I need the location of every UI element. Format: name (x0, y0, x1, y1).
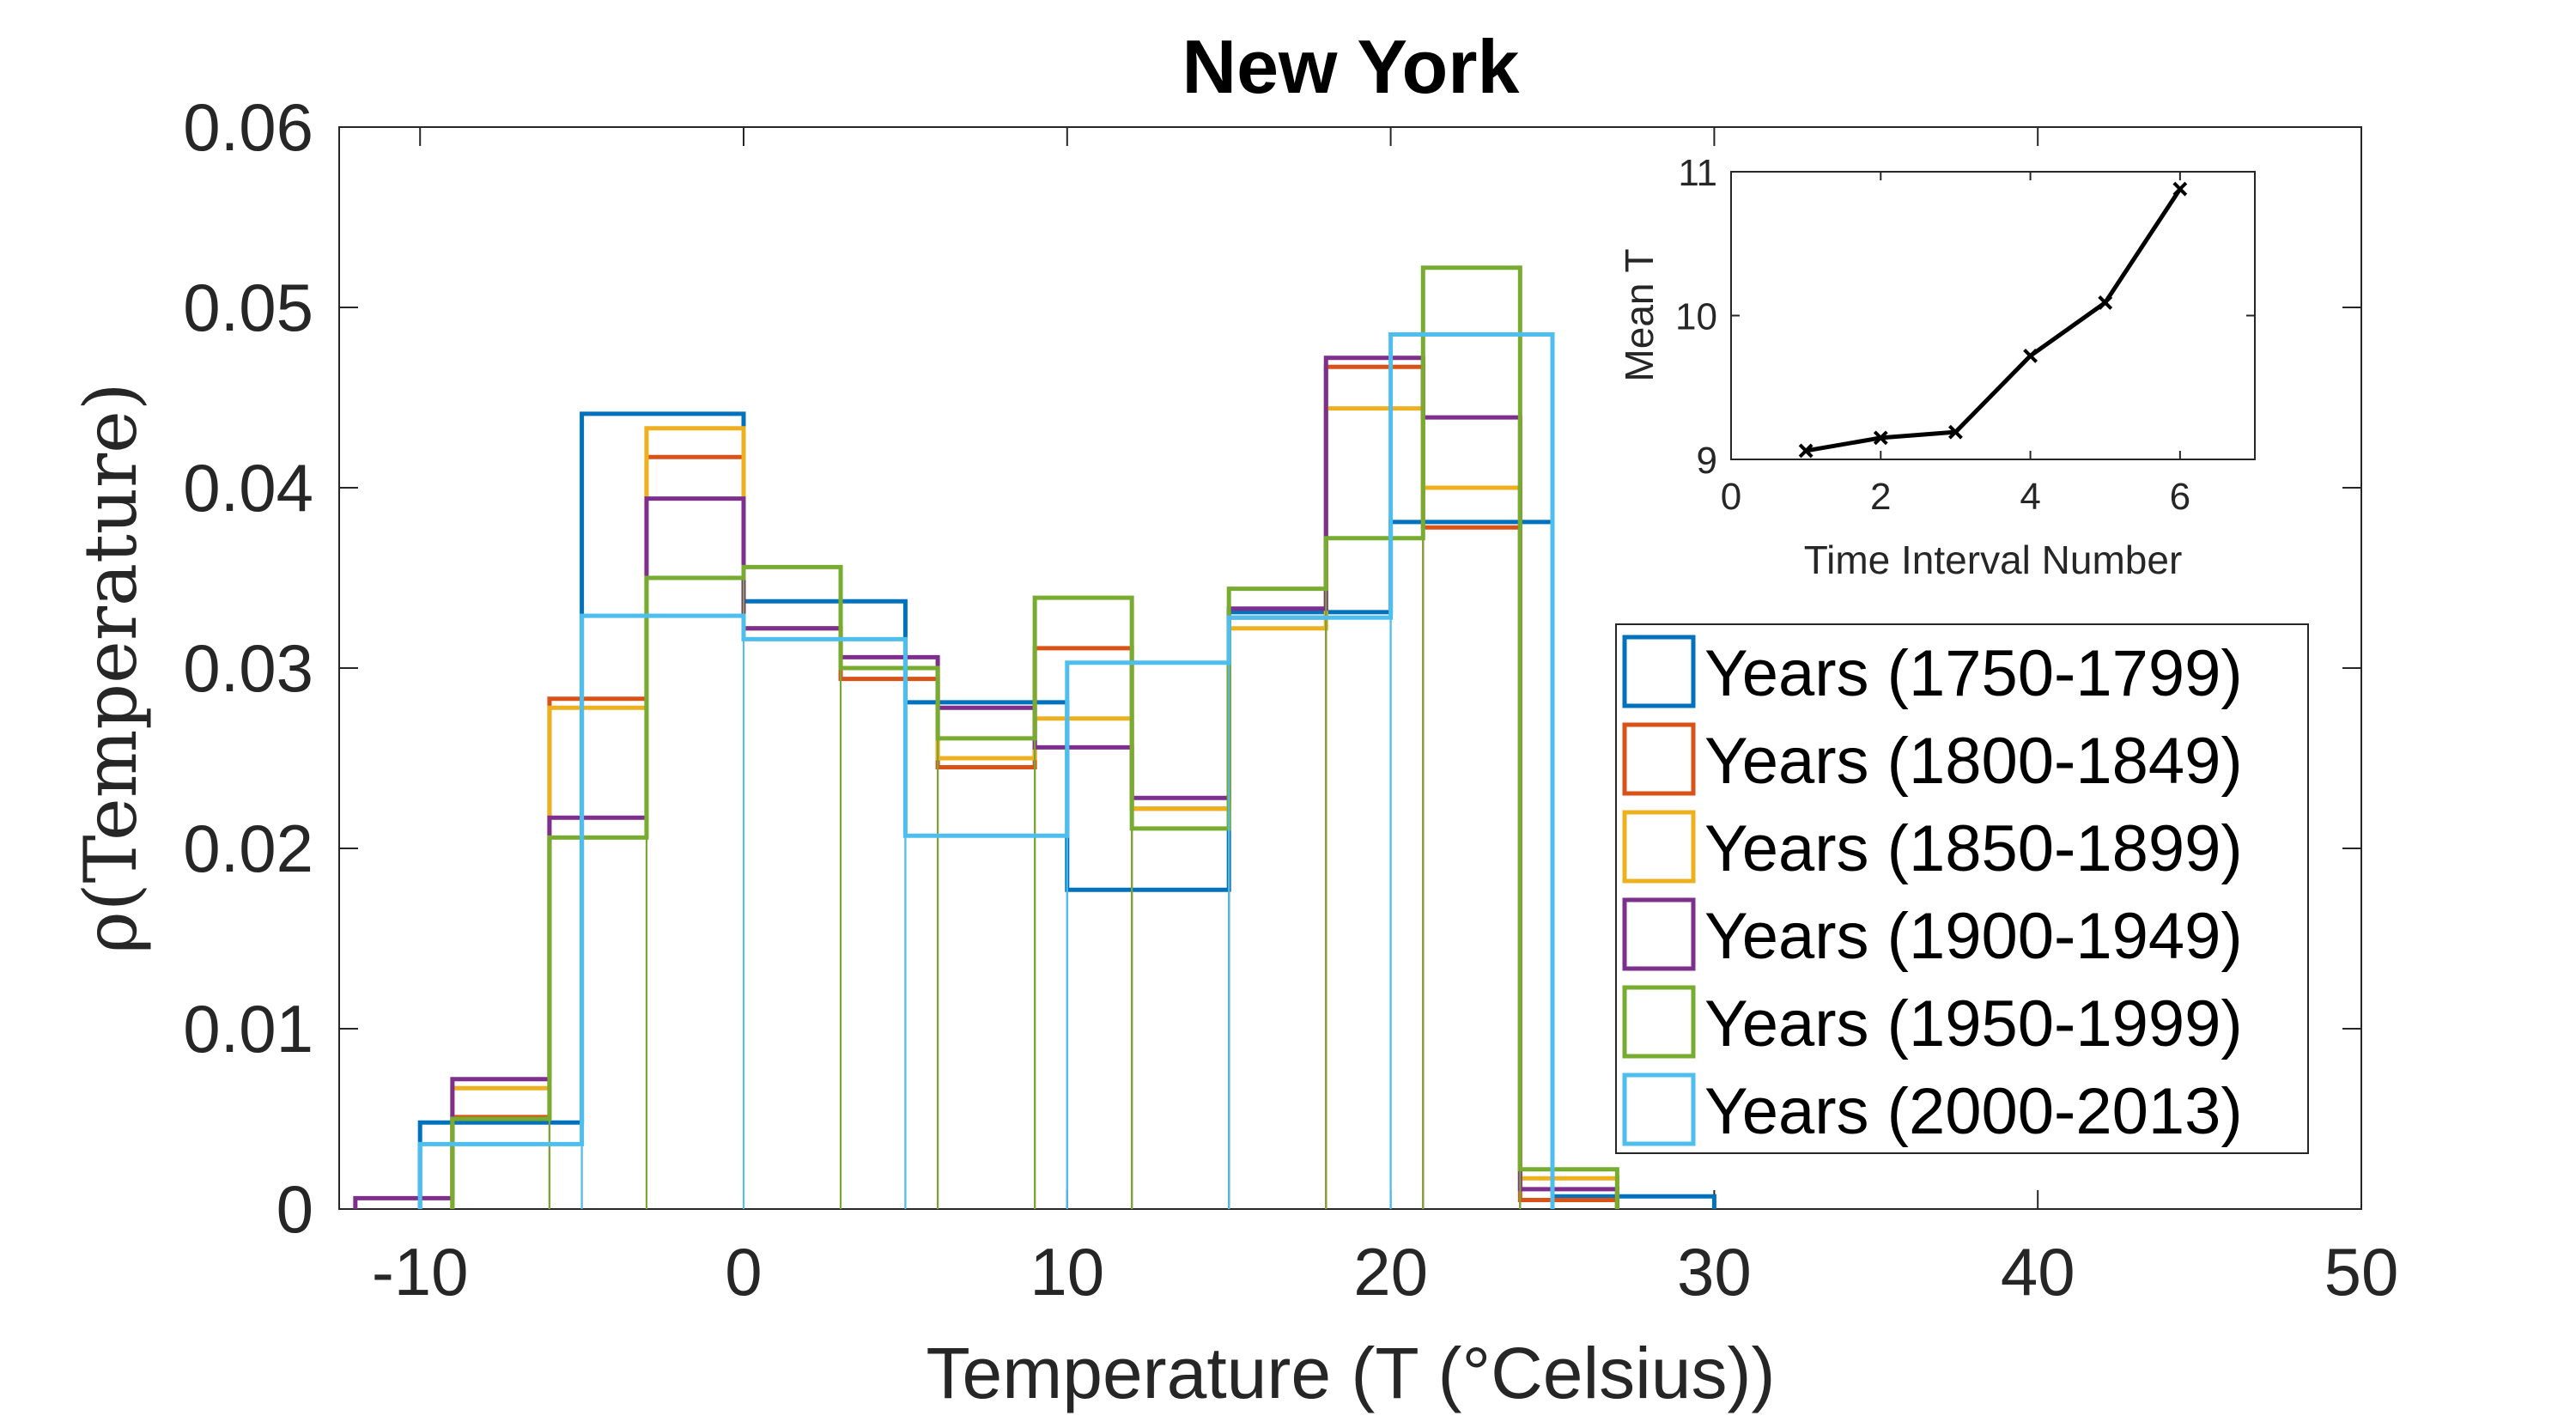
legend-swatch (1622, 1073, 1696, 1146)
legend-entries: Years (1750-1799) Years (1800-1849) Years … (1622, 635, 2243, 1148)
y-tick-label: 0.06 (183, 89, 313, 165)
inset-marker-stroke (1873, 430, 1888, 446)
legend-swatch (1622, 985, 1696, 1059)
inset-data-point (1798, 443, 1814, 459)
inset-marker-stroke (1798, 443, 1814, 459)
x-tick-label: 40 (2001, 1234, 2075, 1310)
legend-entry: Years (1800-1849) (1622, 722, 2243, 798)
inset-data-point (1873, 430, 1888, 446)
inset-y-ticks: 9 10 11 (1675, 152, 2255, 482)
legend: Years (1750-1799) Years (1800-1849) Years … (1615, 623, 2309, 1154)
legend-entry: Years (1850-1899) (1622, 810, 2243, 885)
inset-x-tick-label: 2 (1870, 476, 1891, 518)
inset-x-tick-label: 4 (2020, 476, 2040, 518)
inset-y-tick-label: 9 (1697, 440, 1717, 482)
inset-data-point (2172, 181, 2188, 197)
y-axis-label: ρ(Temperature) (69, 382, 153, 953)
histogram-outline (450, 265, 1619, 1209)
histogram-series (450, 265, 1619, 1209)
inset-x-ticks: 0 2 4 6 (1721, 172, 2190, 518)
main-series (353, 265, 1716, 1209)
inset-mean-line (1805, 187, 2182, 453)
inset-marker-stroke (2023, 348, 2038, 363)
legend-label: Years (1750-1799) (1704, 637, 2243, 710)
inset-marker-stroke (2172, 181, 2188, 197)
y-tick-label: 0.05 (183, 270, 313, 345)
inset-data-point (2098, 295, 2113, 310)
x-tick-label: 30 (1677, 1234, 1752, 1310)
x-tick-label: -10 (372, 1234, 469, 1310)
y-tick-label: 0 (276, 1171, 313, 1247)
x-tick-label: 20 (1353, 1234, 1428, 1310)
legend-label: Years (1800-1849) (1704, 725, 2243, 798)
legend-entry: Years (1950-1999) (1622, 985, 2243, 1060)
main-y-ticks: 0 0.01 0.02 0.03 0.04 0.05 0.06 (183, 89, 2361, 1247)
x-tick-label: 10 (1030, 1234, 1104, 1310)
x-tick-label: 0 (725, 1234, 762, 1310)
chart-title: New York (1182, 24, 1521, 109)
x-axis-label: Temperature (T (°Celsius)) (927, 1333, 1776, 1413)
inset-marker-stroke (2098, 295, 2113, 310)
y-tick-label: 0.01 (183, 991, 313, 1066)
inset-data-point (2023, 348, 2038, 363)
inset-data-point (1948, 424, 1963, 440)
legend-swatch (1622, 635, 1696, 708)
histogram-series (417, 332, 1555, 1209)
inset-y-tick-label: 10 (1675, 296, 1717, 338)
legend-entry: Years (2000-2013) (1622, 1073, 2243, 1148)
y-tick-label: 0.02 (183, 811, 313, 886)
legend-label: Years (1850-1899) (1704, 812, 2243, 885)
legend-swatch (1622, 897, 1696, 971)
inset-x-tick-label: 0 (1721, 476, 1741, 518)
legend-entry: Years (1750-1799) (1622, 635, 2243, 710)
legend-label: Years (1900-1949) (1704, 900, 2243, 973)
legend-label: Years (2000-2013) (1704, 1075, 2243, 1148)
x-tick-label: 50 (2324, 1234, 2399, 1310)
legend-box (1615, 623, 2309, 1154)
legend-swatch (1622, 722, 1696, 796)
inset-x-axis-label: Time Interval Number (1804, 538, 2183, 582)
legend-swatch (1622, 810, 1696, 884)
histogram-outline (417, 332, 1555, 1209)
inset-y-axis-label: Mean T (1617, 248, 1662, 381)
inset-series (1798, 181, 2188, 459)
legend-label: Years (1950-1999) (1704, 987, 2243, 1060)
legend-entry: Years (1900-1949) (1622, 897, 2243, 973)
inset-x-tick-label: 6 (2170, 476, 2190, 518)
inset-marker-stroke (1948, 424, 1963, 440)
inset-y-tick-label: 11 (1678, 152, 1717, 194)
inset-axes: 0 2 4 6 9 10 11 (1675, 152, 2256, 518)
inset-plot-area (1730, 171, 2256, 460)
y-tick-label: 0.04 (183, 450, 313, 526)
y-tick-label: 0.03 (183, 630, 313, 706)
